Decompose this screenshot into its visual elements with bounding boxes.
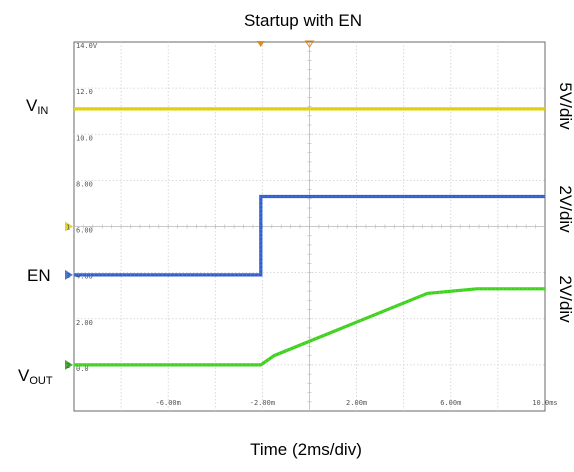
- x-tick-label: 10.0ms: [532, 399, 557, 407]
- y-tick-label: 0.0: [76, 365, 89, 373]
- x-tick-label: 2.00m: [346, 399, 367, 407]
- vout-label: VOUT: [18, 366, 53, 387]
- vin-label-sub: IN: [37, 105, 48, 117]
- channel-1-marker: [65, 221, 73, 232]
- x-tick-label: -2.00m: [250, 399, 275, 407]
- y-tick-label: 8.00: [76, 180, 93, 188]
- channel-2-marker: [65, 359, 73, 370]
- vin-scale-label: 5V/div: [556, 82, 574, 130]
- v-out-trace: [74, 287, 545, 367]
- y-tick-label: 12.0: [76, 88, 93, 96]
- x-axis-label: Time (2ms/div): [250, 440, 362, 459]
- y-tick-label: 4.00: [76, 273, 93, 281]
- channel-markers: 1 3 2: [65, 40, 315, 370]
- en-scale-label: 2V/div: [556, 185, 574, 233]
- vout-label-main: V: [18, 366, 30, 385]
- y-tick-label: 6.00: [76, 227, 93, 235]
- chart-title: Startup with EN: [244, 11, 362, 30]
- top-right-trigger: [304, 40, 315, 48]
- channel-3-marker: [65, 269, 73, 280]
- channel-3-marker-label: 3: [66, 272, 70, 280]
- vout-label-sub: OUT: [29, 375, 53, 387]
- x-tick-label: -6.00m: [156, 399, 181, 407]
- top-left-trigger: [256, 41, 265, 47]
- y-tick-label: 14.0V: [76, 42, 98, 50]
- scope-tick-labels: 14.0V 12.0 10.0 8.00 6.00 4.00 2.00 0.0 -6.00m -2…: [76, 42, 558, 407]
- grid: [73, 41, 546, 412]
- y-tick-label: 10.0: [76, 134, 93, 142]
- vout-scale-label: 2V/div: [556, 275, 574, 323]
- vin-label: VIN: [26, 96, 48, 117]
- en-trace: [74, 194, 545, 277]
- channel-2-marker-label: 2: [66, 362, 70, 370]
- x-tick-label: 6.00m: [440, 399, 461, 407]
- traces: [74, 107, 545, 367]
- vin-label-main: V: [26, 96, 38, 115]
- channel-1-marker-label: 1: [66, 224, 70, 232]
- en-label: EN: [27, 266, 51, 285]
- y-tick-label: 2.00: [76, 319, 93, 327]
